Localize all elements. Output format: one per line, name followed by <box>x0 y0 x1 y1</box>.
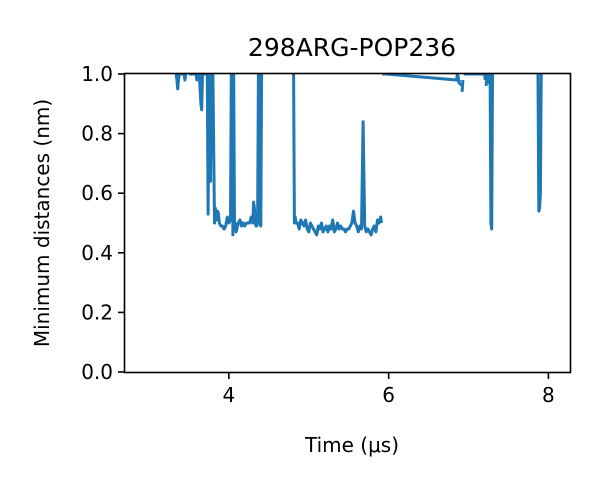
plot-area <box>174 73 543 237</box>
series-line-segment <box>463 73 487 81</box>
axes-frame <box>123 72 572 374</box>
series-line-segment <box>459 82 463 87</box>
y-tick-label: 0.4 <box>81 241 113 265</box>
series-line-segment <box>536 73 543 213</box>
y-tick-label: 0.6 <box>81 181 113 205</box>
series-line-segment <box>484 73 494 231</box>
y-tick-label: 1.0 <box>81 62 113 86</box>
x-axis: 4 6 8 <box>222 372 555 407</box>
x-tick-label: 8 <box>542 383 555 407</box>
y-axis-label: Minimum distances (nm) <box>30 99 54 347</box>
series-line-segment <box>292 73 383 237</box>
y-tick-label: 0.2 <box>81 300 113 324</box>
y-axis: 0.0 0.2 0.4 0.6 0.8 1.0 <box>81 62 125 384</box>
y-tick-label: 0.0 <box>81 360 113 384</box>
chart-title: 298ARG-POP236 <box>248 33 456 62</box>
x-axis-label: Time (μs) <box>304 433 399 457</box>
x-tick-label: 4 <box>222 383 235 407</box>
series-line-segment <box>381 73 462 85</box>
series-line-segment <box>174 73 184 91</box>
series-line-segment <box>182 73 188 82</box>
x-tick-label: 6 <box>382 383 395 407</box>
y-tick-label: 0.8 <box>81 122 113 146</box>
series-line-segment <box>188 73 264 237</box>
series-line-segment <box>460 79 465 93</box>
